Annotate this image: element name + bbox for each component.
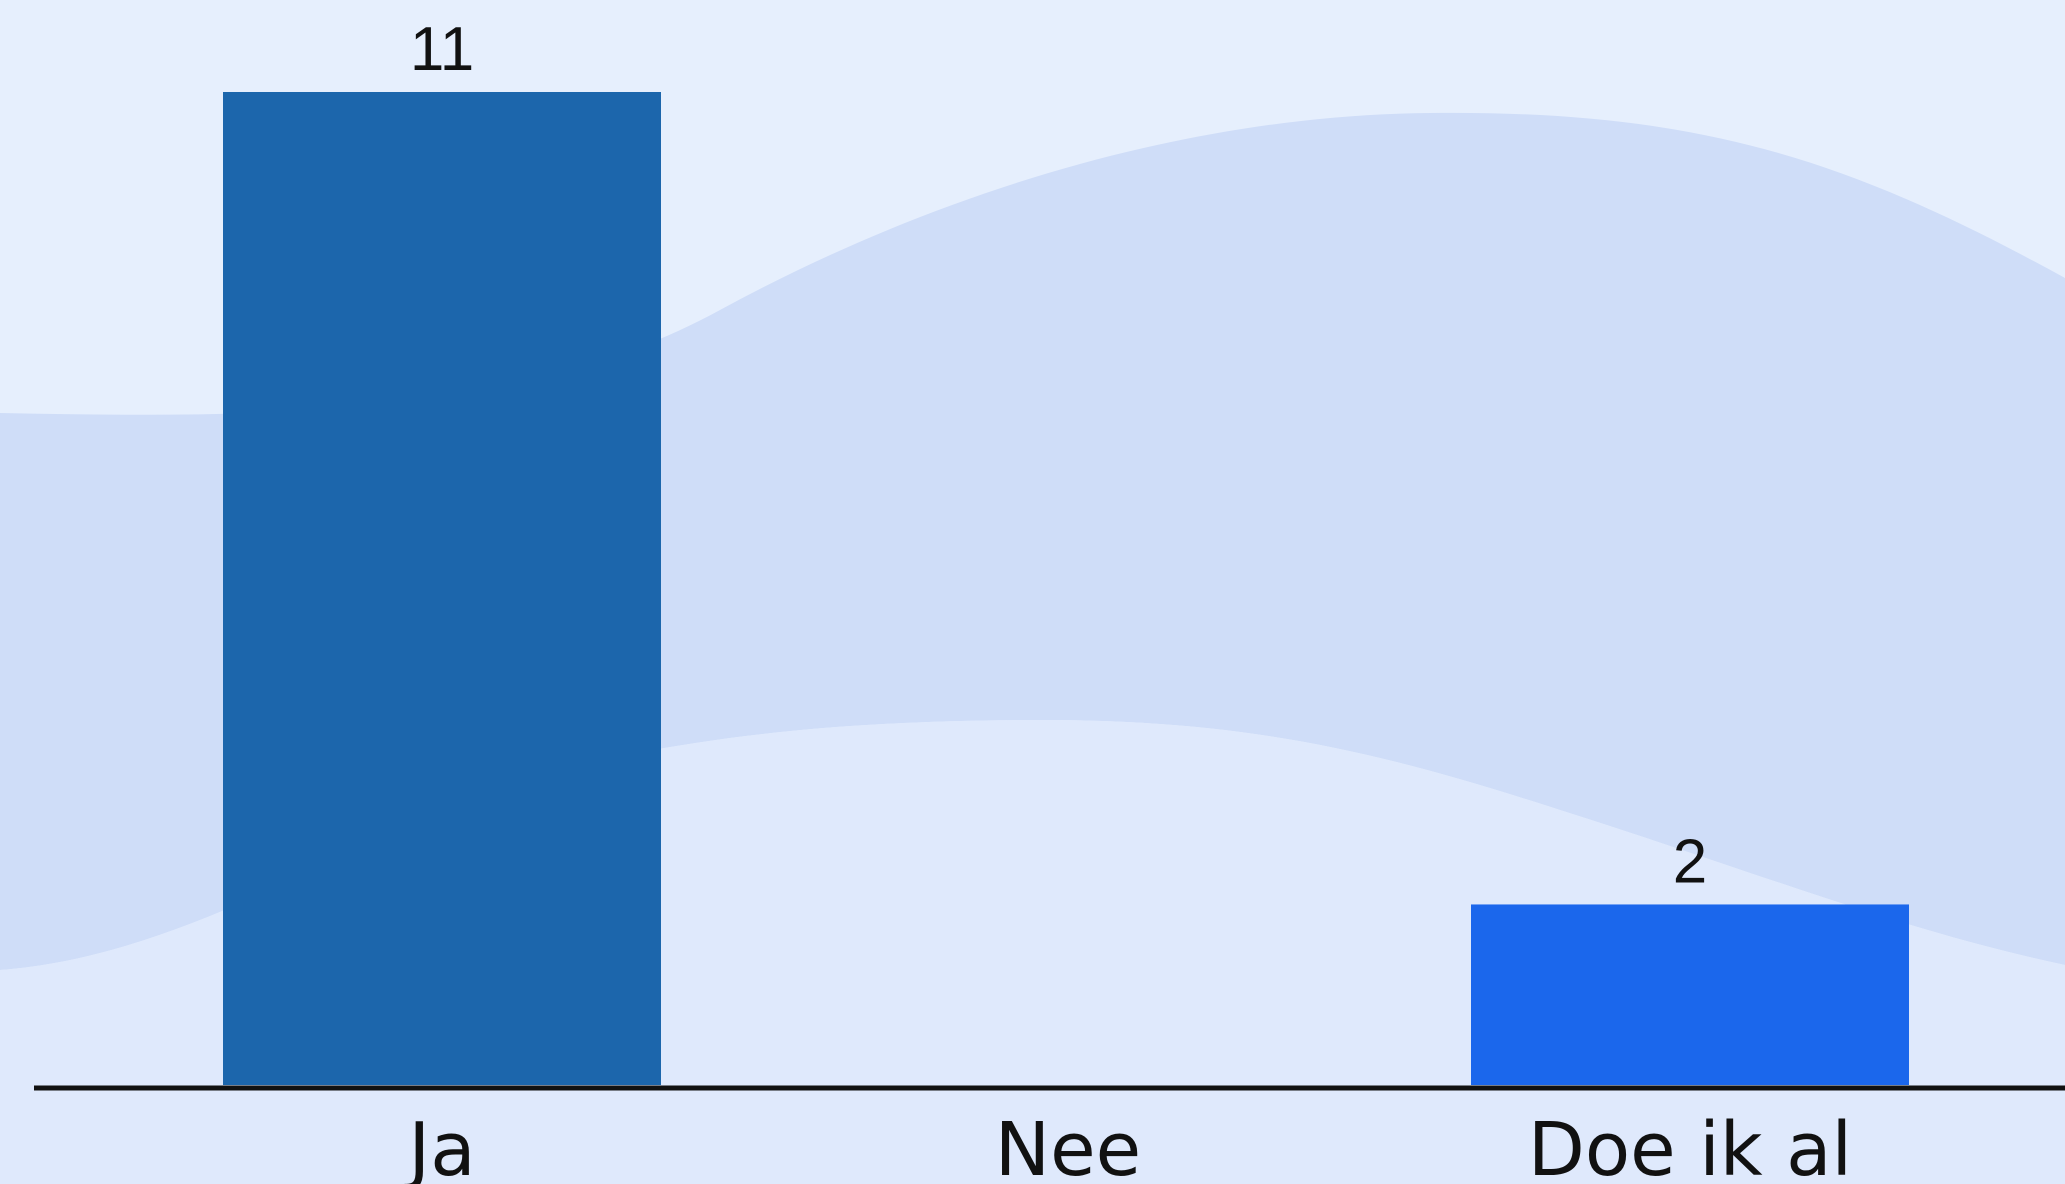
value-label-doe-ik-al: 2 [1673,827,1707,896]
category-labels-group: Ja Nee Doe ik al [404,1107,1852,1184]
category-label-ja: Ja [404,1107,475,1184]
value-label-ja: 11 [410,15,474,84]
bar-ja [223,92,661,1085]
category-label-nee: Nee [995,1107,1141,1184]
category-label-doe-ik-al: Doe ik al [1528,1107,1852,1184]
bar-doe-ik-al [1471,904,1909,1085]
value-labels-group: 11 2 [410,15,1707,896]
bars-group [223,92,1909,1085]
